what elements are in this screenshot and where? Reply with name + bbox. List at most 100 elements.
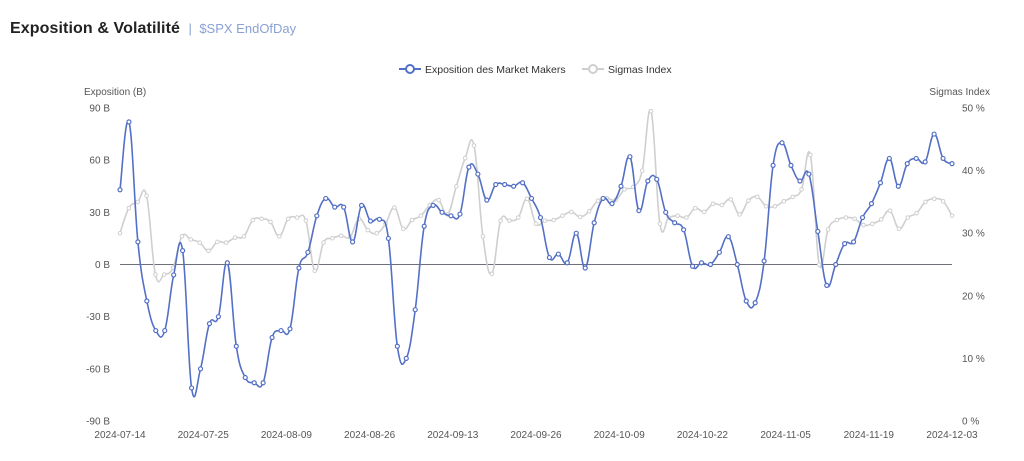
data-point[interactable] (350, 239, 356, 245)
data-point[interactable] (850, 239, 857, 245)
data-point[interactable] (507, 218, 512, 223)
data-point[interactable] (180, 247, 186, 254)
data-point[interactable] (790, 194, 795, 200)
data-point[interactable] (323, 195, 329, 202)
data-point[interactable] (770, 162, 776, 168)
data-point[interactable] (737, 212, 742, 217)
data-point[interactable] (135, 239, 141, 245)
data-point[interactable] (215, 239, 220, 245)
data-point[interactable] (533, 221, 539, 227)
data-point[interactable] (878, 217, 884, 222)
data-point[interactable] (772, 203, 778, 209)
data-point[interactable] (421, 223, 427, 229)
data-point[interactable] (457, 211, 463, 217)
data-point[interactable] (135, 199, 141, 205)
data-point[interactable] (489, 271, 495, 277)
data-point[interactable] (392, 205, 397, 210)
data-point[interactable] (861, 222, 866, 228)
data-point[interactable] (743, 298, 749, 304)
data-point[interactable] (868, 201, 875, 207)
data-point[interactable] (555, 251, 561, 257)
data-point[interactable] (251, 380, 257, 386)
data-point[interactable] (400, 226, 406, 232)
data-point[interactable] (698, 260, 705, 266)
data-point[interactable] (126, 205, 132, 211)
data-point[interactable] (546, 254, 553, 261)
data-point[interactable] (645, 178, 651, 184)
data-point[interactable] (250, 217, 256, 223)
data-point[interactable] (816, 262, 822, 267)
data-point[interactable] (761, 258, 767, 264)
chart-subtitle[interactable]: $SPX EndOfDay (199, 21, 297, 36)
data-point[interactable] (693, 205, 698, 211)
data-point[interactable] (537, 214, 544, 221)
data-point[interactable] (843, 215, 849, 220)
data-point[interactable] (305, 249, 311, 255)
data-point[interactable] (672, 220, 678, 226)
data-point[interactable] (639, 168, 645, 173)
data-point[interactable] (905, 215, 911, 220)
data-point[interactable] (577, 214, 583, 220)
data-point[interactable] (448, 213, 454, 219)
data-point[interactable] (781, 198, 787, 204)
data-point[interactable] (498, 218, 503, 223)
data-point[interactable] (710, 201, 716, 207)
data-point[interactable] (439, 209, 445, 215)
data-point[interactable] (675, 213, 680, 218)
data-point[interactable] (179, 234, 185, 239)
data-point[interactable] (515, 215, 521, 220)
data-point[interactable] (788, 162, 794, 168)
data-point[interactable] (636, 207, 642, 214)
data-point[interactable] (153, 272, 158, 277)
data-point[interactable] (502, 181, 508, 188)
data-point[interactable] (842, 241, 848, 247)
data-point[interactable] (877, 180, 884, 186)
data-point[interactable] (471, 143, 477, 148)
data-point[interactable] (600, 195, 606, 202)
data-point[interactable] (454, 183, 459, 189)
data-point[interactable] (746, 198, 751, 203)
data-point[interactable] (385, 235, 391, 242)
data-point[interactable] (654, 176, 660, 182)
data-point[interactable] (591, 220, 597, 226)
data-point[interactable] (188, 237, 194, 242)
data-point[interactable] (117, 230, 123, 236)
data-point[interactable] (161, 272, 167, 277)
data-point[interactable] (684, 215, 689, 220)
data-point[interactable] (949, 213, 955, 218)
data-point[interactable] (171, 272, 177, 278)
data-point[interactable] (285, 216, 291, 222)
data-point[interactable] (144, 193, 149, 198)
data-point[interactable] (542, 218, 548, 223)
data-point[interactable] (931, 196, 937, 202)
data-point[interactable] (436, 197, 441, 203)
legend-item-market-makers[interactable]: Exposition des Market Makers (399, 64, 566, 76)
data-point[interactable] (681, 227, 687, 233)
data-point[interactable] (582, 265, 588, 271)
data-point[interactable] (763, 203, 769, 209)
data-point[interactable] (825, 227, 831, 232)
legend-item-sigmas-index[interactable]: Sigmas Index (582, 64, 672, 76)
data-point[interactable] (895, 183, 901, 189)
data-point[interactable] (797, 178, 803, 184)
data-point[interactable] (657, 221, 663, 227)
data-point[interactable] (162, 327, 168, 334)
data-point[interactable] (412, 307, 418, 313)
data-point[interactable] (321, 240, 326, 245)
data-point[interactable] (569, 209, 574, 215)
data-point[interactable] (564, 260, 570, 266)
data-point[interactable] (528, 195, 535, 202)
data-point[interactable] (215, 314, 222, 320)
data-point[interactable] (188, 385, 195, 391)
data-point[interactable] (663, 209, 669, 215)
data-point[interactable] (799, 187, 804, 192)
data-point[interactable] (573, 230, 579, 236)
data-point[interactable] (197, 240, 202, 245)
data-point[interactable] (277, 234, 282, 239)
data-point[interactable] (586, 208, 592, 214)
data-point[interactable] (887, 208, 893, 213)
data-point[interactable] (312, 268, 318, 274)
data-point[interactable] (206, 248, 211, 254)
data-point[interactable] (923, 199, 928, 205)
data-point[interactable] (870, 221, 875, 227)
